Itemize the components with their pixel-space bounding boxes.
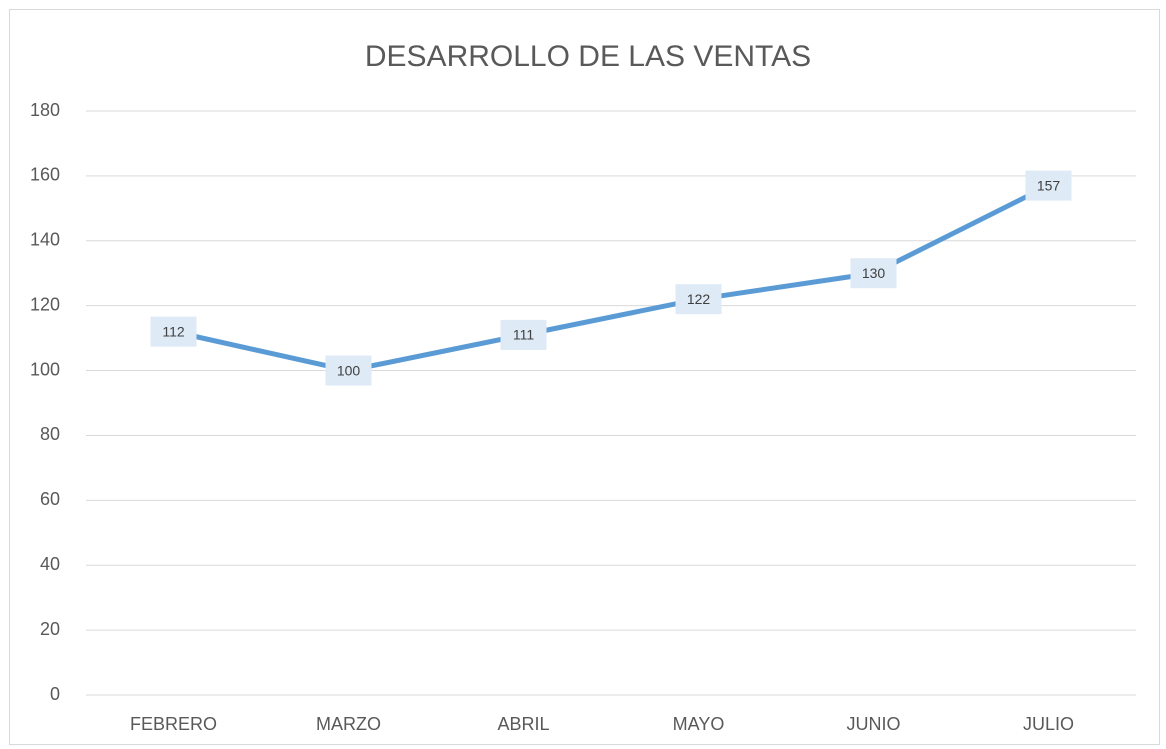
- x-tick-label: ABRIL: [497, 714, 549, 734]
- y-tick-label: 0: [50, 684, 60, 704]
- y-tick-label: 20: [40, 619, 60, 639]
- value-label-box: [150, 316, 197, 347]
- value-label: 112: [162, 323, 185, 339]
- value-label: 130: [862, 265, 886, 281]
- y-tick-label: 40: [40, 554, 60, 574]
- y-tick-label: 140: [30, 230, 60, 250]
- value-label-box: [675, 284, 722, 315]
- y-tick-label: 120: [30, 294, 60, 314]
- y-tick-label: 160: [30, 165, 60, 185]
- x-tick-label: MAYO: [673, 714, 725, 734]
- value-label-box: [850, 258, 897, 289]
- x-tick-label: JUNIO: [847, 714, 901, 734]
- value-label-box: [325, 355, 372, 386]
- chart-border: [9, 9, 1160, 745]
- y-tick-label: 100: [30, 359, 60, 379]
- x-tick-label: FEBRERO: [130, 714, 217, 734]
- y-tick-label: 80: [40, 424, 60, 444]
- chart-title: DESARROLLO DE LAS VENTAS: [365, 40, 811, 73]
- y-tick-label: 60: [40, 489, 60, 509]
- x-tick-label: JULIO: [1023, 714, 1074, 734]
- y-tick-label: 180: [30, 100, 60, 120]
- value-label: 100: [337, 362, 361, 378]
- value-label-box: [1025, 170, 1072, 201]
- value-label-box: [500, 319, 547, 350]
- line: [171, 183, 1051, 374]
- x-tick-label: MARZO: [316, 714, 381, 734]
- value-label: 157: [1037, 177, 1061, 193]
- value-label: 111: [513, 327, 534, 343]
- value-label: 122: [687, 291, 711, 307]
